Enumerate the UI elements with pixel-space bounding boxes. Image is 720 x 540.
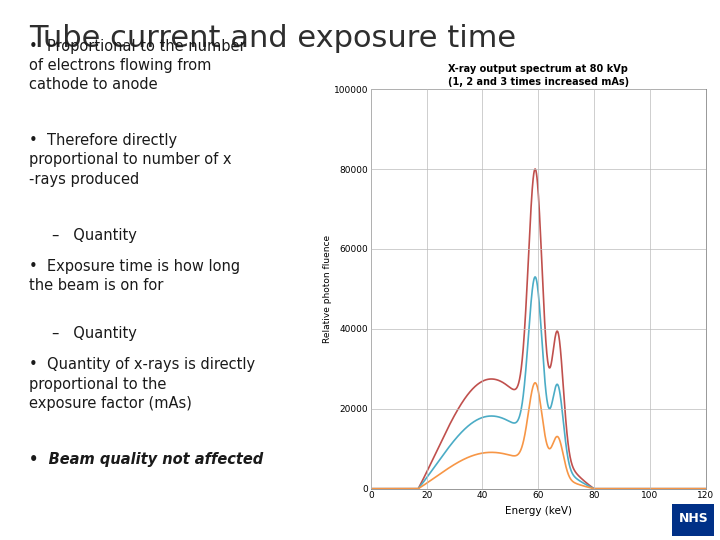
Text: •  Quantity of x-rays is directly
proportional to the
exposure factor (mAs): • Quantity of x-rays is directly proport…	[29, 357, 255, 411]
Text: •  Beam quality not affected: • Beam quality not affected	[29, 452, 263, 467]
Text: •  Proportional to the number
of electrons flowing from
cathode to anode: • Proportional to the number of electron…	[29, 38, 246, 92]
Text: •  Therefore directly
proportional to number of x
-rays produced: • Therefore directly proportional to num…	[29, 133, 231, 186]
Y-axis label: Relative photon fluence: Relative photon fluence	[323, 235, 332, 343]
FancyBboxPatch shape	[672, 503, 714, 536]
X-axis label: Energy (keV): Energy (keV)	[505, 506, 572, 516]
Text: –   Quantity: – Quantity	[52, 228, 137, 242]
Text: NHS Trust: NHS Trust	[500, 526, 538, 536]
Title: X-ray output spectrum at 80 kVp
(1, 2 and 3 times increased mAs): X-ray output spectrum at 80 kVp (1, 2 an…	[448, 64, 629, 87]
Text: NHS: NHS	[678, 512, 708, 525]
Text: Hull and East Yorkshire Hospitals: Hull and East Yorkshire Hospitals	[500, 511, 672, 522]
Text: –   Quantity: – Quantity	[52, 326, 137, 341]
Text: •  Exposure time is how long
the beam is on for: • Exposure time is how long the beam is …	[29, 259, 240, 293]
Text: Tube current and exposure time: Tube current and exposure time	[29, 24, 516, 52]
